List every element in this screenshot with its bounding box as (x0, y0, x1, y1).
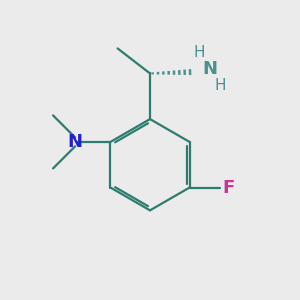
Text: H: H (215, 78, 226, 93)
Text: F: F (222, 178, 234, 196)
Text: H: H (194, 45, 205, 60)
Text: N: N (68, 133, 82, 151)
Text: N: N (202, 60, 217, 78)
